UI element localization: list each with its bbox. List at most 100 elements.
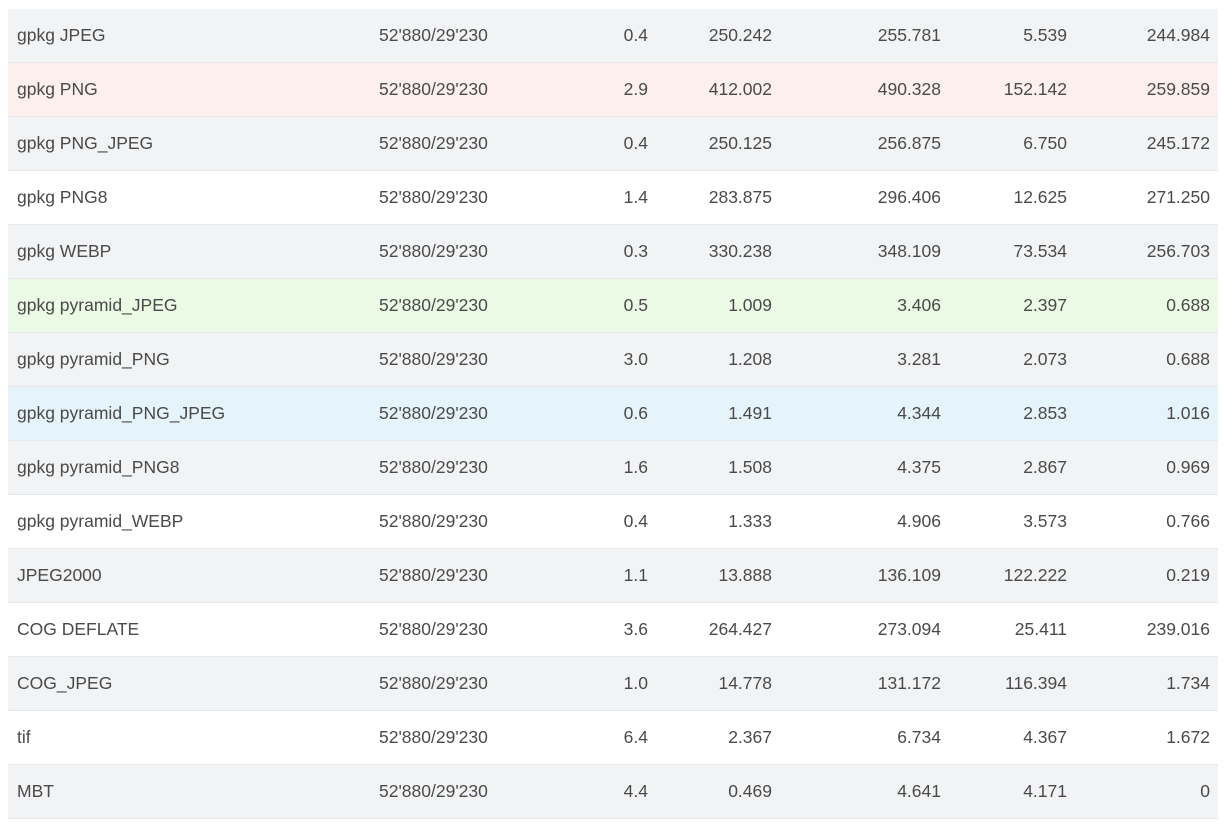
value-b-cell: 0.469 bbox=[648, 764, 772, 819]
format-cell: JPEG2000 bbox=[8, 548, 379, 603]
value-e-cell: 0.766 bbox=[1067, 494, 1218, 549]
value-a-cell: 1.6 bbox=[549, 440, 648, 495]
value-e-cell: 0.219 bbox=[1067, 548, 1218, 603]
format-cell: COG_JPEG bbox=[8, 656, 379, 711]
format-cell: COG DEFLATE bbox=[8, 602, 379, 657]
value-a-cell: 3.0 bbox=[549, 332, 648, 387]
value-d-cell: 4.367 bbox=[941, 710, 1067, 765]
table-row: COG DEFLATE 52'880/29'230 3.6 264.427 273.09… bbox=[8, 602, 1218, 657]
table-row: gpkg PNG_JPEG 52'880/29'230 0.4 250.125 256.… bbox=[8, 116, 1218, 171]
value-b-cell: 1.491 bbox=[648, 386, 772, 441]
table-row: gpkg WEBP 52'880/29'230 0.3 330.238 348.109 7… bbox=[8, 224, 1218, 279]
value-a-cell: 0.6 bbox=[549, 386, 648, 441]
resolution-cell: 52'880/29'230 bbox=[379, 332, 549, 387]
value-c-cell: 136.109 bbox=[772, 548, 941, 603]
table-row: gpkg PNG 52'880/29'230 2.9 412.002 490.328 15… bbox=[8, 62, 1218, 117]
value-b-cell: 1.508 bbox=[648, 440, 772, 495]
value-b-cell: 250.242 bbox=[648, 9, 772, 63]
table-row: gpkg pyramid_JPEG 52'880/29'230 0.5 1.009 3.… bbox=[8, 278, 1218, 333]
value-b-cell: 264.427 bbox=[648, 602, 772, 657]
value-b-cell: 283.875 bbox=[648, 170, 772, 225]
value-c-cell: 273.094 bbox=[772, 602, 941, 657]
table-row: JPEG2000 52'880/29'230 1.1 13.888 136.109 122… bbox=[8, 548, 1218, 603]
resolution-cell: 52'880/29'230 bbox=[379, 9, 549, 63]
table-row: MBT 52'880/29'230 4.4 0.469 4.641 4.171 0 bbox=[8, 764, 1218, 819]
table-row: gpkg pyramid_PNG_JPEG 52'880/29'230 0.6 1.4… bbox=[8, 386, 1218, 441]
value-a-cell: 1.1 bbox=[549, 548, 648, 603]
resolution-cell: 52'880/29'230 bbox=[379, 440, 549, 495]
value-a-cell: 0.3 bbox=[549, 224, 648, 279]
value-d-cell: 122.222 bbox=[941, 548, 1067, 603]
value-e-cell: 0.688 bbox=[1067, 332, 1218, 387]
value-d-cell: 152.142 bbox=[941, 62, 1067, 117]
value-d-cell: 73.534 bbox=[941, 224, 1067, 279]
table-row: gpkg PNG8 52'880/29'230 1.4 283.875 296.406 1… bbox=[8, 170, 1218, 225]
value-b-cell: 13.888 bbox=[648, 548, 772, 603]
value-c-cell: 256.875 bbox=[772, 116, 941, 171]
table-body: gpkg JPEG 52'880/29'230 0.4 250.242 255.781 5… bbox=[8, 9, 1218, 819]
resolution-cell: 52'880/29'230 bbox=[379, 548, 549, 603]
value-c-cell: 131.172 bbox=[772, 656, 941, 711]
format-cell: gpkg pyramid_PNG8 bbox=[8, 440, 379, 495]
value-e-cell: 245.172 bbox=[1067, 116, 1218, 171]
value-e-cell: 1.672 bbox=[1067, 710, 1218, 765]
format-cell: gpkg pyramid_PNG bbox=[8, 332, 379, 387]
format-cell: gpkg pyramid_JPEG bbox=[8, 278, 379, 333]
value-c-cell: 490.328 bbox=[772, 62, 941, 117]
table-row: tif 52'880/29'230 6.4 2.367 6.734 4.367 1.672 bbox=[8, 710, 1218, 765]
value-d-cell: 2.867 bbox=[941, 440, 1067, 495]
value-d-cell: 12.625 bbox=[941, 170, 1067, 225]
value-c-cell: 348.109 bbox=[772, 224, 941, 279]
format-cell: MBT bbox=[8, 764, 379, 819]
table-row: gpkg pyramid_PNG 52'880/29'230 3.0 1.208 3.2… bbox=[8, 332, 1218, 387]
results-table-container: gpkg JPEG 52'880/29'230 0.4 250.242 255.781 5… bbox=[8, 9, 1218, 819]
value-d-cell: 2.853 bbox=[941, 386, 1067, 441]
value-d-cell: 2.073 bbox=[941, 332, 1067, 387]
value-c-cell: 4.641 bbox=[772, 764, 941, 819]
value-a-cell: 0.4 bbox=[549, 9, 648, 63]
value-c-cell: 4.906 bbox=[772, 494, 941, 549]
resolution-cell: 52'880/29'230 bbox=[379, 710, 549, 765]
value-d-cell: 5.539 bbox=[941, 9, 1067, 63]
value-e-cell: 1.734 bbox=[1067, 656, 1218, 711]
value-a-cell: 6.4 bbox=[549, 710, 648, 765]
value-b-cell: 1.333 bbox=[648, 494, 772, 549]
value-c-cell: 3.406 bbox=[772, 278, 941, 333]
format-cell: gpkg WEBP bbox=[8, 224, 379, 279]
value-a-cell: 0.4 bbox=[549, 494, 648, 549]
value-a-cell: 2.9 bbox=[549, 62, 648, 117]
format-cell: gpkg JPEG bbox=[8, 9, 379, 63]
value-d-cell: 6.750 bbox=[941, 116, 1067, 171]
value-b-cell: 14.778 bbox=[648, 656, 772, 711]
value-c-cell: 3.281 bbox=[772, 332, 941, 387]
value-b-cell: 330.238 bbox=[648, 224, 772, 279]
format-cell: gpkg pyramid_PNG_JPEG bbox=[8, 386, 379, 441]
value-a-cell: 1.0 bbox=[549, 656, 648, 711]
resolution-cell: 52'880/29'230 bbox=[379, 224, 549, 279]
value-e-cell: 271.250 bbox=[1067, 170, 1218, 225]
value-e-cell: 0 bbox=[1067, 764, 1218, 819]
resolution-cell: 52'880/29'230 bbox=[379, 170, 549, 225]
resolution-cell: 52'880/29'230 bbox=[379, 656, 549, 711]
format-cell: gpkg PNG_JPEG bbox=[8, 116, 379, 171]
value-c-cell: 296.406 bbox=[772, 170, 941, 225]
value-c-cell: 6.734 bbox=[772, 710, 941, 765]
resolution-cell: 52'880/29'230 bbox=[379, 62, 549, 117]
table-row: gpkg pyramid_PNG8 52'880/29'230 1.6 1.508 4.… bbox=[8, 440, 1218, 495]
resolution-cell: 52'880/29'230 bbox=[379, 764, 549, 819]
value-d-cell: 3.573 bbox=[941, 494, 1067, 549]
format-cell: tif bbox=[8, 710, 379, 765]
resolution-cell: 52'880/29'230 bbox=[379, 278, 549, 333]
value-c-cell: 255.781 bbox=[772, 9, 941, 63]
value-e-cell: 0.969 bbox=[1067, 440, 1218, 495]
value-a-cell: 1.4 bbox=[549, 170, 648, 225]
resolution-cell: 52'880/29'230 bbox=[379, 386, 549, 441]
value-d-cell: 2.397 bbox=[941, 278, 1067, 333]
value-b-cell: 250.125 bbox=[648, 116, 772, 171]
value-d-cell: 4.171 bbox=[941, 764, 1067, 819]
value-a-cell: 3.6 bbox=[549, 602, 648, 657]
resolution-cell: 52'880/29'230 bbox=[379, 602, 549, 657]
value-a-cell: 0.5 bbox=[549, 278, 648, 333]
value-b-cell: 2.367 bbox=[648, 710, 772, 765]
value-b-cell: 412.002 bbox=[648, 62, 772, 117]
